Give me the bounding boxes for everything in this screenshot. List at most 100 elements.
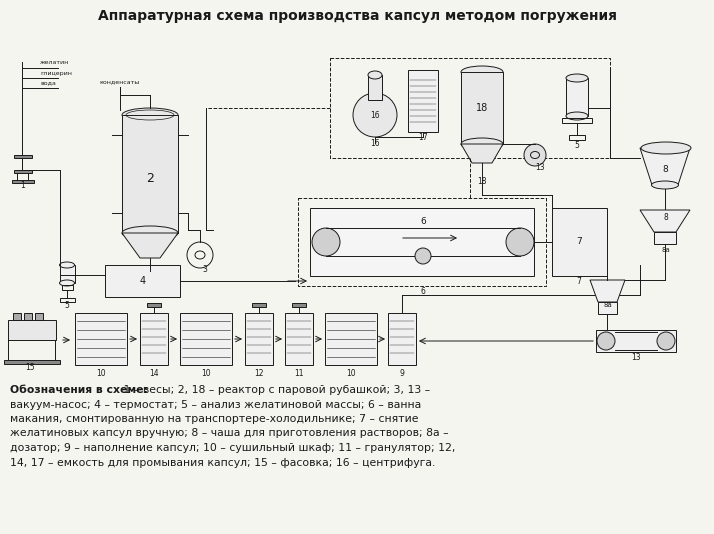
Circle shape xyxy=(657,332,675,350)
Ellipse shape xyxy=(122,108,178,122)
Text: вода: вода xyxy=(40,81,56,85)
Text: 18: 18 xyxy=(476,103,488,113)
Ellipse shape xyxy=(461,66,503,78)
Text: 13: 13 xyxy=(536,163,545,172)
Text: 14: 14 xyxy=(149,368,159,378)
Ellipse shape xyxy=(651,181,678,189)
Bar xyxy=(330,58,610,158)
Ellipse shape xyxy=(566,112,588,120)
Bar xyxy=(566,78,588,116)
Bar xyxy=(569,135,585,140)
Bar xyxy=(140,313,168,365)
Bar xyxy=(62,285,73,290)
Bar xyxy=(598,302,617,314)
Text: 5: 5 xyxy=(64,302,69,310)
Text: 7: 7 xyxy=(576,238,582,247)
Ellipse shape xyxy=(461,138,503,150)
Polygon shape xyxy=(122,233,178,258)
Text: конденсаты: конденсаты xyxy=(100,80,140,84)
Text: 8: 8 xyxy=(663,214,668,223)
Bar xyxy=(12,180,34,183)
Bar xyxy=(368,75,382,100)
Bar xyxy=(147,303,161,307)
Bar xyxy=(8,320,56,340)
Text: 14, 17 – емкость для промывания капсул; 15 – фасовка; 16 – центрифуга.: 14, 17 – емкость для промывания капсул; … xyxy=(10,458,436,467)
Circle shape xyxy=(524,144,546,166)
Bar xyxy=(35,313,43,320)
Ellipse shape xyxy=(368,71,382,79)
Bar xyxy=(245,313,273,365)
Bar xyxy=(13,313,21,320)
Text: 6: 6 xyxy=(421,287,426,296)
Text: 10: 10 xyxy=(96,368,106,378)
Text: 2: 2 xyxy=(146,172,154,185)
Text: 9: 9 xyxy=(400,368,404,378)
Bar xyxy=(562,118,592,123)
Text: Аппаратурная схема производства капсул методом погружения: Аппаратурная схема производства капсул м… xyxy=(98,9,616,23)
Ellipse shape xyxy=(59,262,74,268)
Bar xyxy=(60,298,75,302)
Circle shape xyxy=(415,248,431,264)
Bar xyxy=(75,313,127,365)
Text: 6: 6 xyxy=(420,217,426,226)
Text: 15: 15 xyxy=(25,364,35,373)
Text: 13: 13 xyxy=(631,354,640,363)
Bar xyxy=(310,208,534,276)
Bar xyxy=(552,208,607,276)
Text: вакуум-насос; 4 – термостат; 5 – анализ желатиновой массы; 6 – ванна: вакуум-насос; 4 – термостат; 5 – анализ … xyxy=(10,399,421,410)
Text: 17: 17 xyxy=(418,134,428,143)
Text: 11: 11 xyxy=(294,368,303,378)
Text: 8а: 8а xyxy=(662,247,670,253)
Text: 5: 5 xyxy=(575,140,580,150)
Bar xyxy=(4,360,60,364)
Text: 16: 16 xyxy=(370,138,380,147)
Text: Обозначения в схеме:: Обозначения в схеме: xyxy=(10,385,148,395)
Text: 4: 4 xyxy=(140,276,146,286)
Bar xyxy=(654,232,676,244)
Bar xyxy=(298,198,546,286)
Text: 1 – весы; 2, 18 – реактор с паровой рубашкой; 3, 13 –: 1 – весы; 2, 18 – реактор с паровой руба… xyxy=(120,385,431,395)
Text: 10: 10 xyxy=(346,368,356,378)
Text: макания, смонтированную на транспортере-холодильнике; 7 – снятие: макания, смонтированную на транспортере-… xyxy=(10,414,418,424)
Text: 18: 18 xyxy=(477,177,487,186)
Text: 7: 7 xyxy=(577,278,581,287)
Polygon shape xyxy=(590,280,625,302)
Bar xyxy=(292,303,306,307)
Polygon shape xyxy=(640,210,690,232)
Bar xyxy=(596,330,676,352)
Text: 12: 12 xyxy=(254,368,263,378)
Bar xyxy=(325,313,377,365)
Bar xyxy=(252,303,266,307)
Bar xyxy=(14,155,32,158)
Text: дозатор; 9 – наполнение капсул; 10 – сушильный шкаф; 11 – гранулятор; 12,: дозатор; 9 – наполнение капсул; 10 – суш… xyxy=(10,443,456,453)
Text: 1: 1 xyxy=(21,182,26,191)
Ellipse shape xyxy=(566,74,588,82)
Polygon shape xyxy=(640,148,690,185)
Polygon shape xyxy=(461,144,503,163)
Circle shape xyxy=(506,228,534,256)
Circle shape xyxy=(597,332,615,350)
Bar xyxy=(388,313,416,365)
Bar xyxy=(105,265,180,297)
Text: желатин: желатин xyxy=(40,60,69,66)
Text: 10: 10 xyxy=(201,368,211,378)
Bar xyxy=(24,313,32,320)
Bar xyxy=(14,170,32,173)
Text: 16: 16 xyxy=(370,111,380,120)
Bar xyxy=(408,70,438,132)
Text: 3: 3 xyxy=(203,264,208,273)
Ellipse shape xyxy=(59,280,74,286)
Ellipse shape xyxy=(641,142,691,154)
Bar xyxy=(461,72,503,144)
Text: желатиновых капсул вручную; 8 – чаша для приготовления растворов; 8а –: желатиновых капсул вручную; 8 – чаша для… xyxy=(10,428,448,438)
Text: 8а: 8а xyxy=(603,302,613,308)
Bar xyxy=(180,313,232,365)
Ellipse shape xyxy=(122,226,178,240)
Text: 8: 8 xyxy=(662,166,668,175)
Bar xyxy=(285,313,313,365)
Circle shape xyxy=(312,228,340,256)
Bar xyxy=(60,265,75,283)
Bar xyxy=(122,115,178,233)
Circle shape xyxy=(353,93,397,137)
Text: глицерин: глицерин xyxy=(40,70,72,75)
